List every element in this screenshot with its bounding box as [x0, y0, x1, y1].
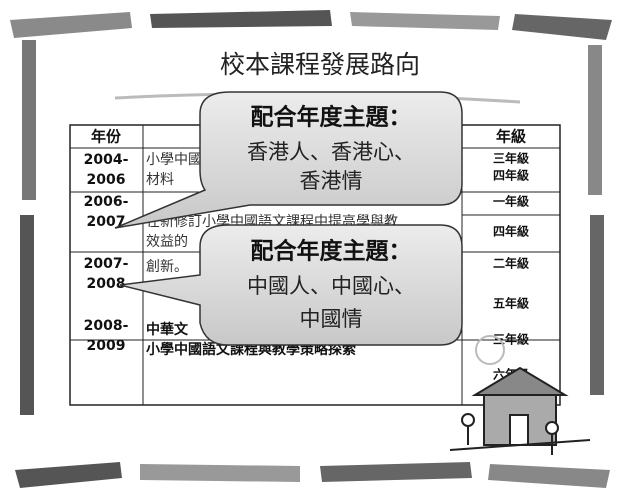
year: 2008	[87, 276, 126, 292]
grade: 五年級	[493, 296, 529, 311]
grade: 二年級	[493, 256, 529, 271]
callout-heading: 配合年度主題：	[251, 104, 412, 131]
grade: 三年級	[493, 151, 529, 166]
grade: 一年級	[493, 194, 529, 209]
grade: 四年級	[493, 224, 529, 239]
year: 2007	[87, 214, 126, 230]
callout-text: 香港人、香港心、	[247, 140, 415, 164]
header: 年份	[91, 128, 122, 146]
grade: 四年級	[493, 168, 529, 183]
content: 材料	[146, 172, 174, 188]
callout-text: 中國情	[300, 307, 363, 331]
year: 2006	[87, 172, 126, 188]
year: 2008-	[84, 318, 129, 334]
callout	[114, 91, 463, 229]
year: 2004-	[84, 152, 129, 168]
content: 中華文	[146, 321, 189, 338]
callout-text: 香港情	[300, 169, 363, 193]
callout-text: 中國人、中國心、	[247, 274, 415, 298]
content: 效益的	[146, 234, 188, 250]
header: 年級	[496, 128, 526, 146]
year: 2006-	[84, 194, 129, 210]
title: 校本課程發展路向	[220, 50, 420, 79]
year: 2009	[87, 338, 126, 354]
year: 2007-	[84, 256, 129, 272]
content: 小學中國	[146, 152, 202, 168]
house-illustration	[449, 335, 591, 455]
callout	[119, 224, 463, 346]
content: 創新。	[146, 259, 188, 275]
callout-heading: 配合年度主題：	[251, 238, 412, 265]
frame	[10, 10, 612, 488]
